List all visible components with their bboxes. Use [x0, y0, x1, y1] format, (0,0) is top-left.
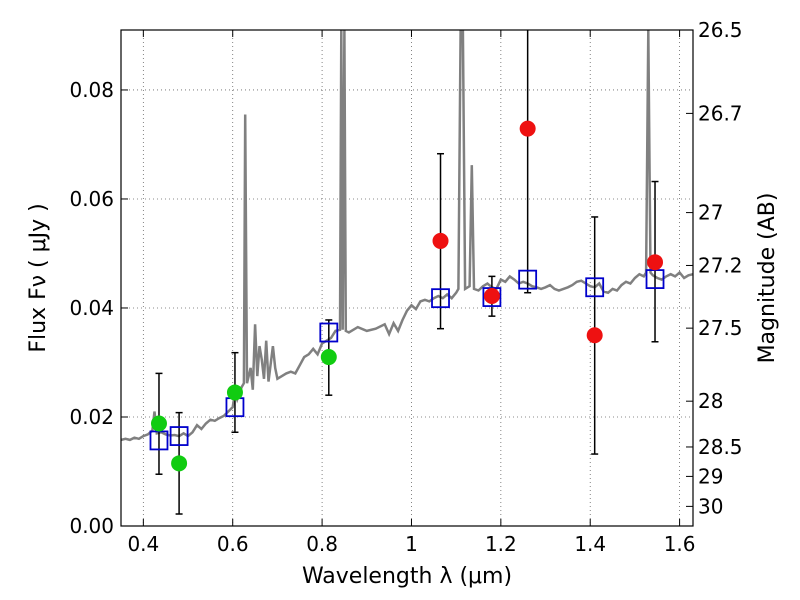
y2-axis-label: Magnitude (AB) — [755, 193, 780, 364]
observed-flux-point — [519, 120, 536, 137]
x-tick-label: 0.8 — [306, 532, 338, 556]
observed-flux-point — [586, 327, 603, 344]
y-tick-label: 0.00 — [69, 514, 114, 538]
x-tick-label: 1 — [405, 532, 418, 556]
x-axis-label: Wavelength λ (μm) — [302, 564, 512, 589]
y2-tick-label: 28 — [698, 389, 723, 413]
plot-area — [121, 30, 693, 515]
x-tick-label: 0.4 — [127, 532, 159, 556]
model-photometry-square — [169, 426, 189, 446]
y2-tick-label: 28.5 — [698, 435, 743, 459]
plot-frame — [120, 29, 694, 527]
y2-tick-label: 26.7 — [698, 101, 743, 125]
x-tick-label: 1.4 — [574, 532, 606, 556]
model-photometry-square — [431, 288, 450, 309]
y2-tick-label: 27.2 — [698, 253, 743, 277]
axes: 0.4 0.6 0.8 1 1.2 1.4 1.6 0.00 0.02 0.04 0.06 0.08 2… — [69, 18, 742, 556]
grid-lines — [121, 30, 693, 527]
model-photometry-square — [319, 322, 339, 343]
observed-flux-point — [483, 287, 500, 304]
y2-tick-label: 30 — [698, 494, 723, 518]
y2-tick-label: 29 — [698, 464, 723, 488]
observed-flux-point — [432, 232, 449, 249]
observed-flux-point — [171, 455, 188, 472]
model-photometry-square — [585, 277, 605, 298]
y2-tick-label: 27.5 — [698, 316, 743, 340]
x-tick-label: 0.6 — [217, 532, 249, 556]
y-axis-label: Flux Fν ( μJy ) — [26, 203, 51, 352]
y2-tick-label: 27 — [698, 201, 723, 225]
observed-flux-point — [150, 415, 167, 432]
x-tick-label: 1.2 — [485, 532, 517, 556]
y-tick-label: 0.02 — [69, 405, 114, 429]
observed-flux-point — [320, 349, 337, 366]
y2-tick-label: 26.5 — [698, 18, 743, 42]
model-spectrum-line — [121, 30, 693, 442]
y-tick-label: 0.08 — [69, 78, 114, 102]
observed-flux-point — [226, 384, 243, 401]
y-tick-label: 0.04 — [69, 296, 114, 320]
y-tick-label: 0.06 — [69, 187, 114, 211]
model-photometry-square — [518, 269, 538, 290]
x-tick-label: 1.6 — [664, 532, 696, 556]
observed-flux-point — [647, 254, 664, 271]
